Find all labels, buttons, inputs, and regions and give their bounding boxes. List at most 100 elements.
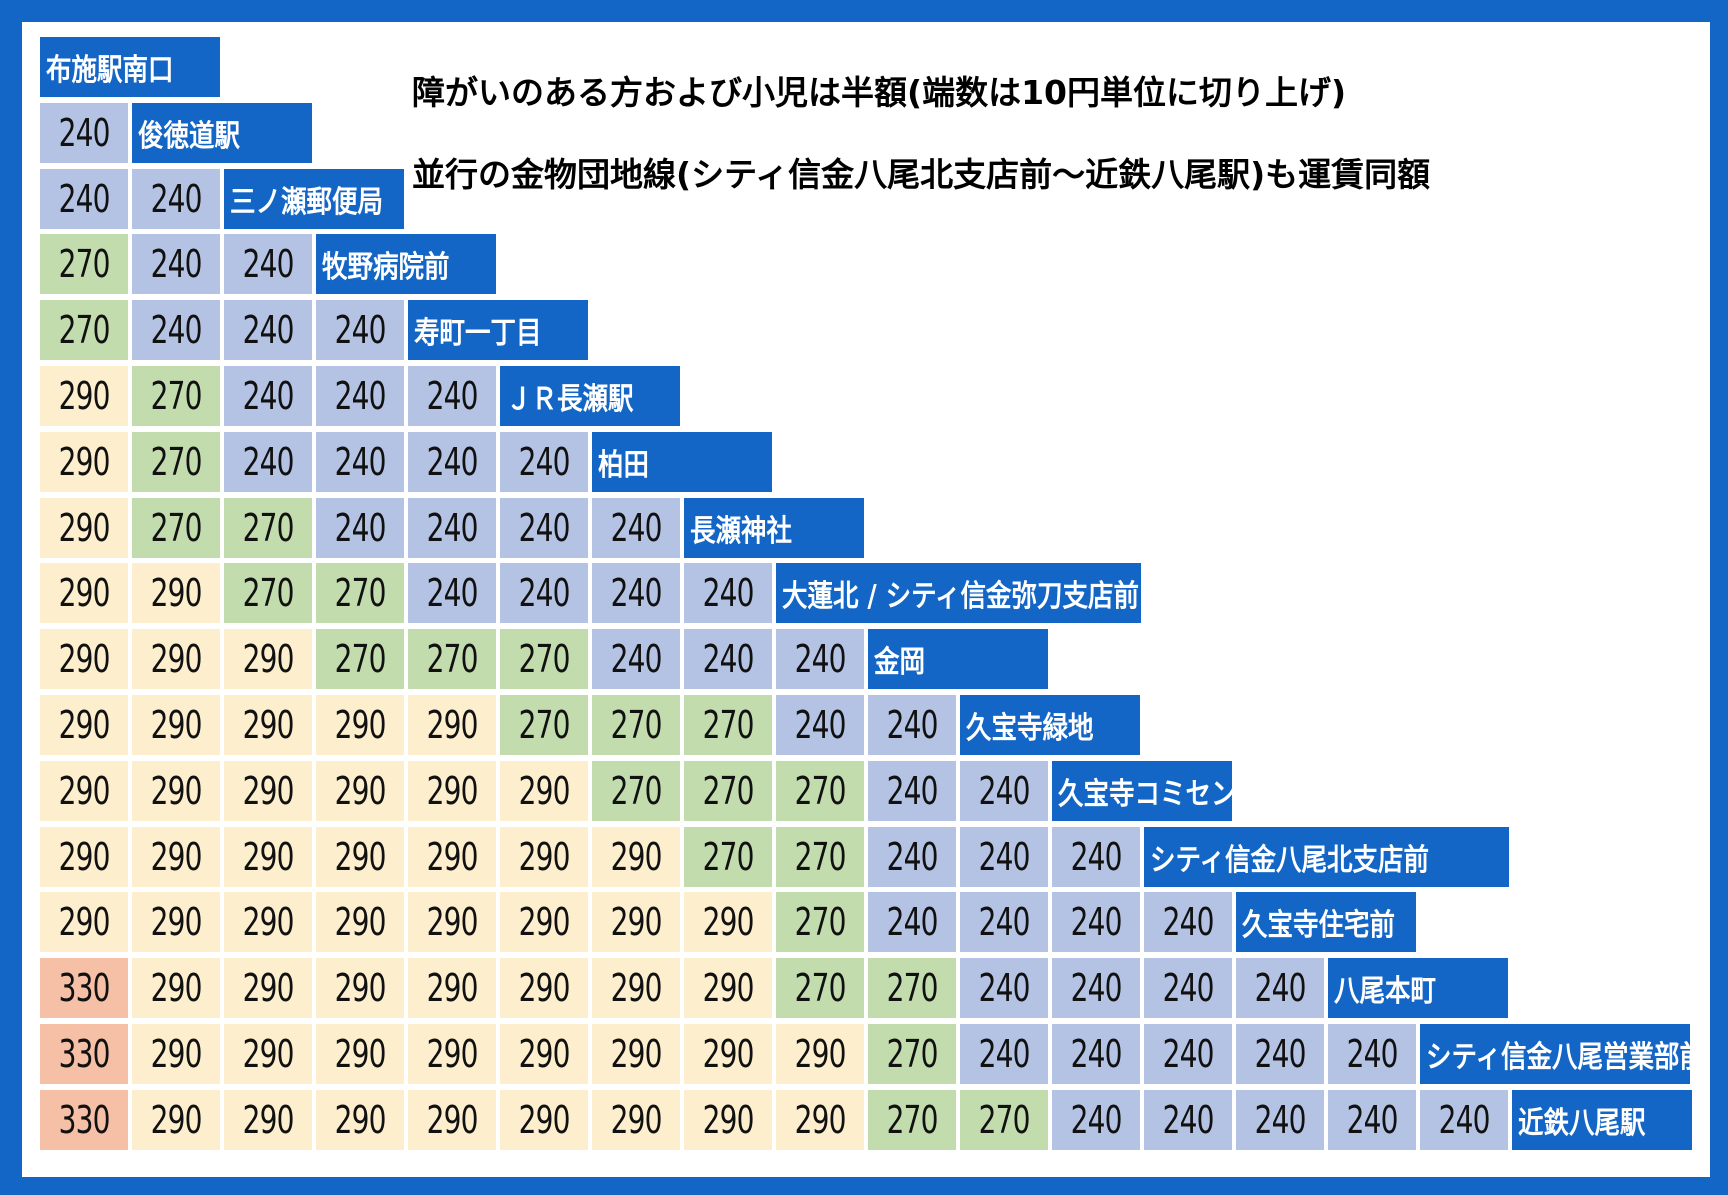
fare-cell: 290 — [132, 760, 220, 821]
child-fare-note: 障がいのある方および小児は半額(端数は10円単位に切り上げ) — [412, 73, 1347, 112]
fare-cell: 270 — [224, 563, 312, 624]
stop-label: 久宝寺住宅前 — [1236, 892, 1416, 953]
fare-cell: 270 — [776, 892, 864, 953]
fare-cell: 290 — [592, 1089, 680, 1150]
fare-cell: 240 — [316, 300, 404, 361]
stop-label: 近鉄八尾駅 — [1512, 1089, 1692, 1150]
fare-cell: 290 — [224, 629, 312, 690]
fare-cell: 240 — [500, 563, 588, 624]
fare-cell: 270 — [592, 760, 680, 821]
fare-cell: 240 — [224, 431, 312, 492]
fare-cell: 270 — [868, 1089, 956, 1150]
stop-label: 寿町一丁目 — [408, 300, 588, 361]
fare-cell: 240 — [132, 300, 220, 361]
fare-cell: 240 — [1236, 1024, 1324, 1084]
fare-cell: 290 — [500, 1089, 588, 1150]
fare-cell: 290 — [132, 826, 220, 887]
fare-cell: 290 — [684, 958, 772, 1019]
fare-cell: 240 — [408, 563, 496, 624]
stop-label: 大蓮北 / シティ信金弥刀支店前 — [776, 563, 1141, 624]
fare-cell: 240 — [1052, 826, 1140, 887]
fare-cell: 240 — [1420, 1089, 1508, 1150]
fare-cell: 240 — [40, 102, 128, 163]
fare-cell: 240 — [776, 695, 864, 755]
stop-label: ＪＲ長瀬駅 — [500, 366, 680, 426]
fare-cell: 270 — [776, 958, 864, 1019]
fare-cell: 290 — [500, 958, 588, 1019]
fare-cell: 290 — [500, 826, 588, 887]
fare-cell: 240 — [500, 497, 588, 558]
fare-cell: 290 — [132, 1089, 220, 1150]
fare-cell: 240 — [960, 760, 1048, 821]
fare-cell: 240 — [868, 695, 956, 755]
fare-cell: 290 — [224, 826, 312, 887]
fare-cell: 330 — [40, 1089, 128, 1150]
fare-cell: 330 — [40, 958, 128, 1019]
stop-label: 長瀬神社 — [684, 497, 864, 558]
stop-label: 布施駅南口 — [40, 37, 220, 97]
fare-cell: 290 — [776, 1024, 864, 1084]
fare-cell: 290 — [40, 431, 128, 492]
fare-cell: 270 — [132, 431, 220, 492]
fare-cell: 290 — [132, 1024, 220, 1084]
fare-cell: 240 — [1328, 1089, 1416, 1150]
fare-cell: 240 — [868, 826, 956, 887]
fare-cell: 240 — [224, 234, 312, 295]
stop-label: シティ信金八尾営業部前 — [1420, 1024, 1690, 1084]
fare-cell: 240 — [408, 366, 496, 426]
fare-cell: 240 — [132, 234, 220, 295]
fare-cell: 290 — [408, 1089, 496, 1150]
fare-cell: 270 — [500, 629, 588, 690]
fare-cell: 240 — [1144, 1024, 1232, 1084]
fare-cell: 240 — [776, 629, 864, 690]
fare-cell: 270 — [684, 695, 772, 755]
fare-cell: 290 — [592, 826, 680, 887]
fare-cell: 290 — [408, 826, 496, 887]
fare-cell: 240 — [1052, 1089, 1140, 1150]
fare-cell: 290 — [224, 1089, 312, 1150]
fare-cell: 290 — [40, 629, 128, 690]
fare-cell: 270 — [684, 760, 772, 821]
fare-cell: 270 — [408, 629, 496, 690]
fare-cell: 240 — [408, 431, 496, 492]
stop-label: 久宝寺コミセン前 — [1052, 760, 1232, 821]
fare-cell: 290 — [40, 695, 128, 755]
fare-cell: 240 — [500, 431, 588, 492]
fare-cell: 270 — [40, 234, 128, 295]
fare-cell: 290 — [224, 760, 312, 821]
fare-cell: 240 — [960, 1024, 1048, 1084]
fare-cell: 270 — [500, 695, 588, 755]
fare-cell: 290 — [132, 958, 220, 1019]
fare-cell: 290 — [224, 1024, 312, 1084]
fare-cell: 290 — [592, 1024, 680, 1084]
fare-cell: 240 — [960, 892, 1048, 953]
fare-cell: 290 — [776, 1089, 864, 1150]
fare-cell: 240 — [592, 497, 680, 558]
fare-cell: 290 — [592, 892, 680, 953]
fare-cell: 290 — [408, 1024, 496, 1084]
fare-cell: 290 — [408, 695, 496, 755]
fare-cell: 290 — [40, 826, 128, 887]
fare-cell: 290 — [500, 1024, 588, 1084]
fare-cell: 240 — [592, 629, 680, 690]
fare-cell: 240 — [1052, 958, 1140, 1019]
fare-cell: 270 — [132, 366, 220, 426]
stop-label: シティ信金八尾北支店前 — [1144, 826, 1509, 887]
fare-cell: 240 — [1144, 892, 1232, 953]
fare-cell: 270 — [132, 497, 220, 558]
fare-cell: 240 — [224, 366, 312, 426]
fare-cell: 240 — [316, 431, 404, 492]
fare-cell: 240 — [1328, 1024, 1416, 1084]
fare-cell: 290 — [684, 892, 772, 953]
fare-notes: 障がいのある方および小児は半額(端数は10円単位に切り上げ) 並行の金物団地線(… — [412, 52, 1430, 216]
fare-cell: 290 — [224, 695, 312, 755]
fare-cell: 330 — [40, 1024, 128, 1084]
fare-cell: 240 — [960, 958, 1048, 1019]
fare-cell: 270 — [592, 695, 680, 755]
fare-cell: 290 — [224, 958, 312, 1019]
fare-cell: 270 — [684, 826, 772, 887]
fare-cell: 290 — [684, 1089, 772, 1150]
fare-cell: 290 — [40, 497, 128, 558]
fare-cell: 290 — [40, 563, 128, 624]
